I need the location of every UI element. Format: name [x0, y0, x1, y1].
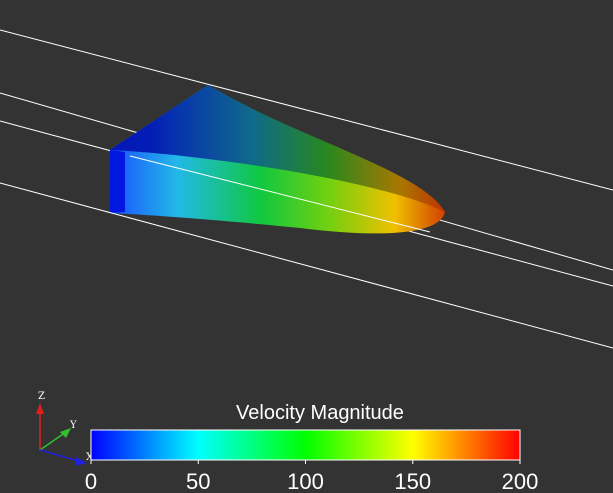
z-arrow — [36, 403, 44, 414]
y-axis — [39, 431, 67, 451]
tick-label: 100 — [287, 469, 324, 493]
streamline — [129, 155, 431, 233]
surface-face — [110, 150, 125, 213]
streamline — [0, 182, 613, 349]
tick-label: 0 — [85, 469, 97, 493]
tick-label: 200 — [502, 469, 539, 493]
x-arrow — [75, 457, 87, 466]
colorbar-title: Velocity Magnitude — [236, 402, 404, 424]
tick-label: 150 — [394, 469, 431, 493]
axis-label: X — [86, 452, 94, 463]
axes-triad: Z Y X — [36, 391, 94, 466]
axis-label: Y — [69, 420, 77, 431]
surface-top — [110, 85, 445, 212]
tick-label: 50 — [186, 469, 210, 493]
x-axis — [39, 449, 83, 463]
colorbar — [90, 429, 521, 461]
axis-label: Z — [38, 391, 45, 402]
y-arrow — [60, 428, 71, 438]
streamline — [0, 29, 613, 191]
